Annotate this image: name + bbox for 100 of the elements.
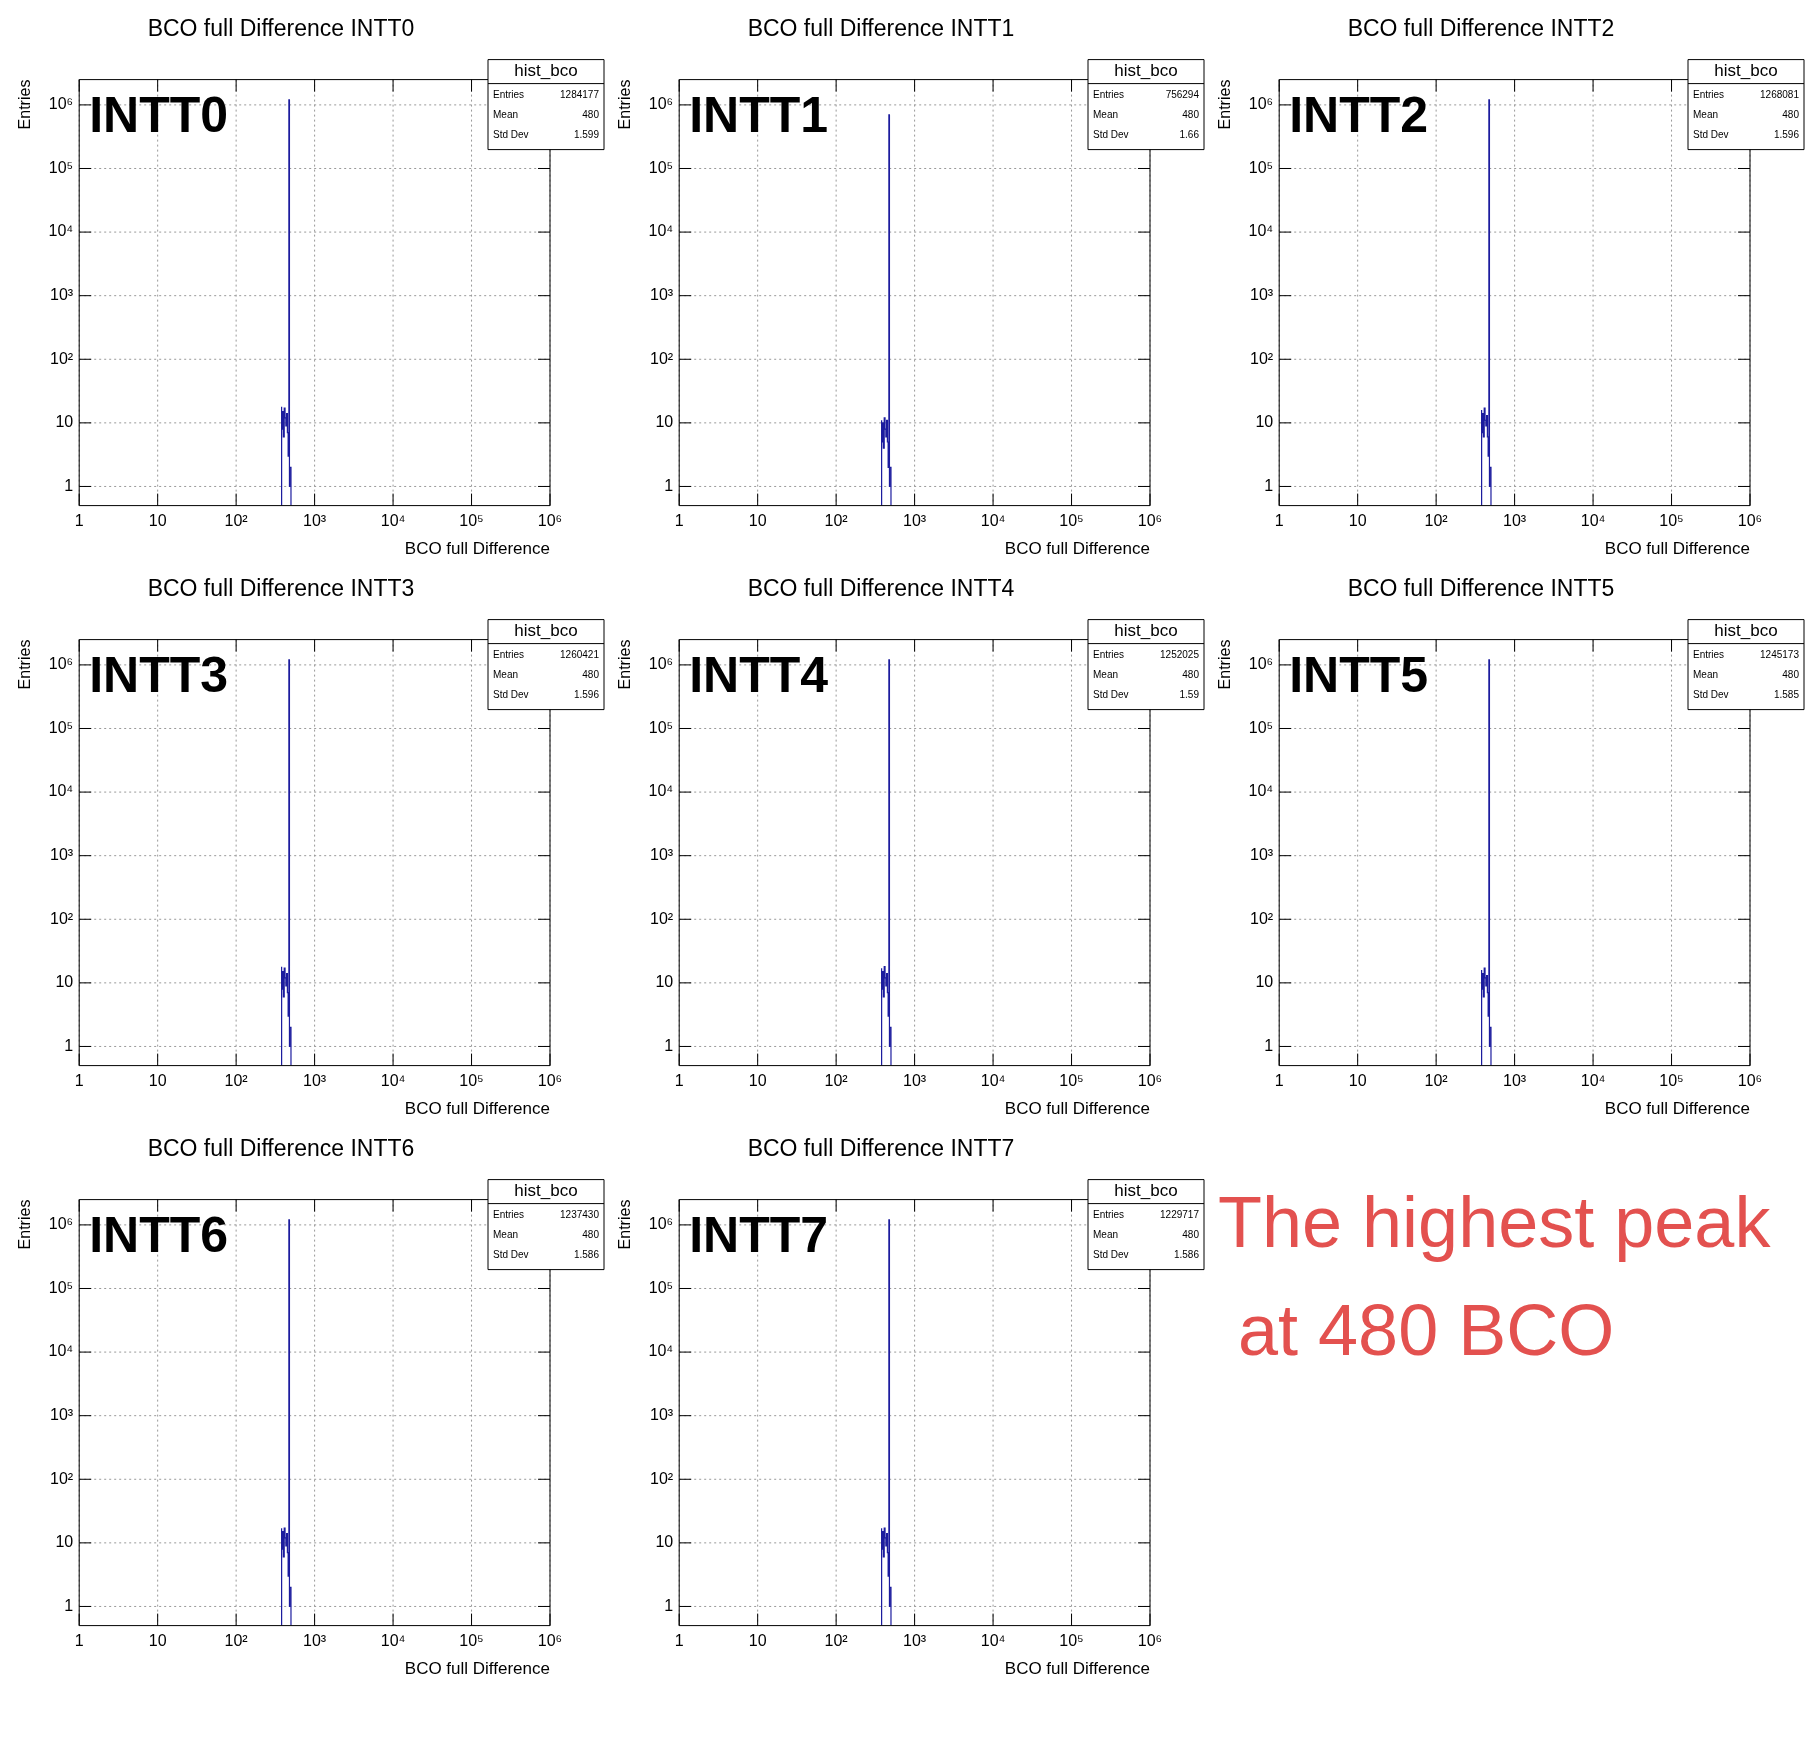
text: 1.596 [573,689,600,701]
y-tick-label: 10² [1250,909,1274,927]
x-tick-label: 10³ [303,512,327,530]
text: 480 [582,109,600,121]
y-tick-label: 10 [55,413,74,431]
x-tick-label: 10⁶ [537,1632,563,1650]
text: 1229717 [1160,1209,1200,1221]
y-tick-label: 10⁴ [1248,222,1274,240]
annotation: Entries [493,649,525,661]
annotation: Mean [1693,109,1719,121]
chart-title: BCO full Difference INTT0 [147,15,415,42]
y-tick-label: 10² [1250,349,1274,367]
text: 1.599 [573,129,600,141]
y-tick-label: 10⁵ [648,158,674,176]
text: 1268081 [1760,89,1800,101]
y-axis-title: Entries [16,639,34,690]
y-tick-label: 10³ [50,1406,74,1424]
y-tick-label: 10³ [50,846,74,864]
x-tick-label: 10 [148,1072,167,1090]
text: 480 [1182,109,1200,121]
text: 480 [582,1229,600,1241]
x-tick-label: 10⁴ [980,1072,1006,1090]
y-axis-title: Entries [616,1199,634,1250]
y-tick-label: 10 [655,413,674,431]
x-tick-label: 10 [748,512,767,530]
annotation: Mean [493,1229,519,1241]
x-tick-label: 10⁵ [459,512,484,530]
x-tick-label: 10⁶ [1137,1072,1163,1090]
y-tick-label: 10⁵ [48,1278,74,1296]
y-axis-title: Entries [16,79,34,130]
y-tick-label: 10⁴ [48,782,74,800]
x-tick-label: 10³ [903,1072,927,1090]
y-tick-label: 10³ [1250,286,1274,304]
y-tick-label: 10⁵ [1248,718,1274,736]
annotation: Std Dev [493,689,529,701]
annotation: Mean [493,109,519,121]
y-tick-label: 1 [1264,1036,1274,1054]
x-tick-label: 10³ [303,1632,327,1650]
y-tick-label: 10 [55,1533,74,1551]
x-tick-label: 10 [148,512,167,530]
x-axis-title: BCO full Difference [1004,1099,1150,1119]
y-tick-label: 10³ [50,286,74,304]
x-tick-label: 10 [1348,1072,1367,1090]
x-tick-label: 10² [1424,1072,1449,1090]
x-tick-label: 10⁴ [380,1072,406,1090]
y-tick-label: 1 [664,1036,674,1054]
y-tick-label: 10⁵ [648,718,674,736]
y-tick-label: 10⁴ [48,1342,74,1360]
x-axis-title: BCO full Difference [1004,1659,1150,1679]
text: 1237430 [560,1209,600,1221]
y-tick-label: 10³ [1250,846,1274,864]
x-tick-label: 10 [748,1632,767,1650]
annotation: INTT1 [689,87,829,144]
y-axis-title: Entries [16,1199,34,1250]
y-axis-title: Entries [1216,79,1234,130]
text: at 480 BCO [1237,1289,1616,1372]
text: 480 [1782,109,1800,121]
x-tick-label: 10⁵ [1059,1072,1084,1090]
text: 756294 [1165,89,1200,101]
annotation: Mean [1093,109,1119,121]
x-tick-label: 10⁴ [1580,512,1606,530]
annotation: Entries [493,1209,525,1221]
text: 480 [582,669,600,681]
x-tick-label: 10⁵ [459,1072,484,1090]
chart-title: BCO full Difference INTT4 [747,575,1015,602]
y-tick-label: 10 [1255,973,1274,991]
x-tick-label: 10³ [303,1072,327,1090]
y-tick-label: 10⁵ [1248,158,1274,176]
annotation: Std Dev [1093,689,1129,701]
y-tick-label: 10² [50,349,74,367]
annotation: INTT2 [1289,87,1429,144]
chart-title: BCO full Difference INTT7 [747,1135,1015,1162]
x-axis-title: BCO full Difference [404,539,550,559]
x-axis-title: BCO full Difference [1004,539,1150,559]
x-tick-label: 10⁴ [380,512,406,530]
annotation: Entries [1093,1209,1125,1221]
x-tick-label: 10⁶ [537,1072,563,1090]
chart-title: BCO full Difference INTT5 [1347,575,1615,602]
text: 1260421 [560,649,600,661]
x-tick-label: 10² [224,1632,249,1650]
x-tick-label: 10⁵ [459,1632,484,1650]
annotation: Entries [1693,649,1725,661]
annotation: Std Dev [1093,129,1129,141]
annotation: hist_bco [1114,621,1178,641]
y-tick-label: 10 [655,1533,674,1551]
annotation: hist_bco [1714,621,1778,641]
x-tick-label: 10³ [1503,1072,1527,1090]
y-tick-label: 10³ [650,286,674,304]
y-tick-label: 10² [650,349,674,367]
annotation: INTT4 [689,647,829,704]
y-tick-label: 10⁴ [648,1342,674,1360]
x-tick-label: 10⁶ [1137,1632,1163,1650]
y-tick-label: 10 [55,973,74,991]
x-tick-label: 10² [1424,512,1449,530]
x-tick-label: 10⁵ [1659,512,1684,530]
annotation: hist_bco [1714,61,1778,81]
x-tick-label: 10⁶ [1737,512,1763,530]
x-tick-label: 10² [824,512,849,530]
y-tick-label: 10⁴ [648,782,674,800]
annotation: Entries [1093,649,1125,661]
